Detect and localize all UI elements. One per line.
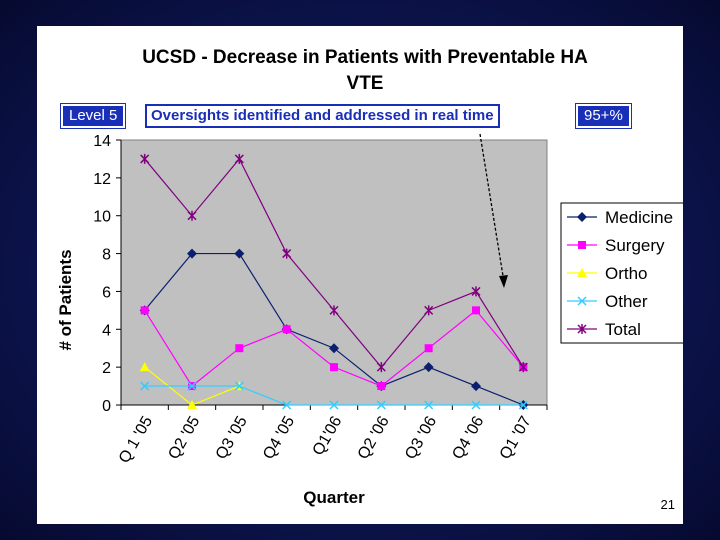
- x-tick-label: Q 1 '05: [116, 413, 156, 466]
- level-badge: Level 5: [61, 104, 126, 128]
- legend-label-medicine: Medicine: [605, 208, 673, 227]
- data-point-other: [282, 400, 292, 410]
- x-tick-label: Q2 '05: [165, 413, 203, 462]
- data-point-surgery: [282, 325, 291, 334]
- y-tick-label: 4: [102, 322, 111, 339]
- data-point-other: [376, 400, 386, 410]
- data-point-medicine: [187, 248, 197, 259]
- x-tick-label: Q3 '05: [213, 413, 251, 462]
- data-point-ortho: [187, 400, 197, 409]
- data-point-surgery: [235, 344, 244, 353]
- x-tick-label: Q4 '06: [449, 413, 487, 462]
- data-point-surgery: [472, 306, 480, 315]
- plot-area: [120, 139, 548, 406]
- data-point-other: [329, 400, 339, 410]
- data-point-ortho: [139, 362, 150, 372]
- annotation-arrowhead: [499, 275, 508, 288]
- data-point-medicine: [234, 248, 245, 259]
- data-point-total: [376, 362, 386, 373]
- slide-number: 21: [660, 497, 675, 512]
- y-tick-label: 10: [93, 209, 111, 226]
- data-point-surgery: [424, 344, 433, 353]
- data-point-total: [471, 286, 481, 297]
- slide: UCSD - Decrease in Patients with Prevent…: [37, 26, 683, 524]
- x-tick-label: Q3 '06: [402, 413, 440, 462]
- data-point-surgery: [140, 306, 149, 315]
- data-point-other: [187, 381, 197, 391]
- data-point-surgery: [377, 382, 386, 391]
- legend-marker-other: [577, 296, 587, 306]
- y-axis-label: # of Patients: [56, 249, 75, 350]
- data-point-medicine: [471, 381, 481, 392]
- data-point-total: [329, 305, 339, 316]
- data-point-surgery: [330, 363, 338, 372]
- legend-marker-ortho: [577, 268, 587, 277]
- legend-marker-medicine: [577, 212, 587, 222]
- data-point-other: [234, 381, 244, 391]
- chart: UCSD - Decrease in Patients with Prevent…: [56, 47, 683, 507]
- data-point-total: [234, 153, 244, 164]
- data-point-other: [518, 400, 528, 410]
- y-tick-label: 6: [102, 284, 111, 301]
- legend-label-ortho: Ortho: [605, 264, 648, 283]
- x-axis-label: Quarter: [303, 488, 365, 507]
- y-tick-label: 0: [102, 398, 111, 415]
- legend-label-total: Total: [605, 320, 641, 339]
- legend-label-other: Other: [605, 292, 648, 311]
- percent-badge: 95+%: [576, 104, 631, 128]
- y-tick-label: 8: [102, 247, 111, 264]
- data-point-medicine: [423, 362, 434, 373]
- legend-marker-total: [577, 324, 587, 334]
- chart-title-line2: VTE: [347, 73, 384, 94]
- data-point-other: [140, 381, 150, 391]
- x-tick-label: Q1'06: [310, 413, 346, 458]
- legend-marker-surgery: [578, 241, 586, 249]
- data-point-total: [187, 210, 197, 221]
- data-point-total: [424, 305, 434, 316]
- y-tick-label: 2: [102, 360, 111, 377]
- y-tick-label: 12: [93, 171, 111, 188]
- data-point-other: [424, 400, 434, 410]
- data-point-other: [471, 400, 481, 410]
- x-tick-label: Q2 '06: [355, 413, 393, 462]
- data-point-total: [518, 362, 528, 373]
- data-point-total: [282, 248, 292, 259]
- x-tick-label: Q4 '05: [260, 413, 298, 462]
- chart-title-line1: UCSD - Decrease in Patients with Prevent…: [142, 47, 588, 68]
- x-tick-label: Q1 '07: [497, 413, 535, 462]
- data-point-medicine: [329, 343, 339, 354]
- y-tick-label: 14: [93, 133, 111, 150]
- legend: Medicine Surgery Ortho Other Total: [560, 202, 683, 344]
- legend-label-surgery: Surgery: [605, 236, 665, 255]
- data-point-total: [140, 153, 150, 164]
- oversight-banner: Oversights identified and addressed in r…: [145, 104, 500, 128]
